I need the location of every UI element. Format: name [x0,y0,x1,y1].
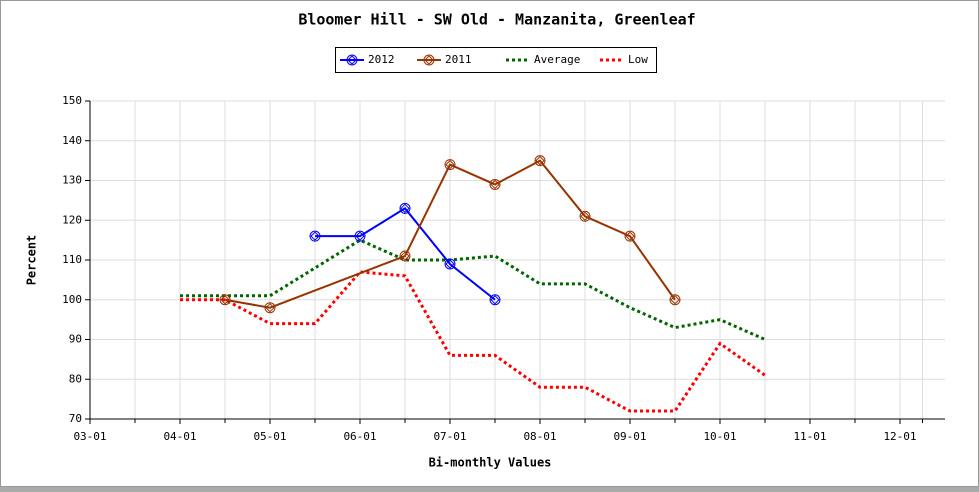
marker-circle [399,250,411,262]
x-axis-label: Bi-monthly Values [429,456,552,470]
legend-marker [423,54,435,66]
marker-diamond [535,155,545,166]
legend-label: 2012 [368,53,395,66]
marker-circle [579,210,591,222]
x-tick-label: 09-01 [613,430,646,443]
marker-diamond [220,295,230,305]
x-tick-label: 10-01 [703,430,736,443]
marker-circle [219,294,231,306]
marker-circle [346,54,358,66]
y-tick-label: 90 [69,333,82,346]
x-tick-label: 08-01 [523,430,556,443]
marker-circle [264,302,276,314]
marker-circle [669,294,681,306]
x-tick-label: 04-01 [163,430,196,443]
point [444,258,456,270]
series-line [180,270,766,413]
marker-diamond [424,55,434,65]
y-tick-label: 100 [62,293,82,306]
legend-marker [346,54,358,66]
x-tick-label: 03-01 [73,430,106,443]
y-axis-label: Percent [25,235,39,286]
marker-circle [399,202,411,214]
marker-circle [489,294,501,306]
y-tick-label: 140 [62,134,82,147]
x-tick-label: 12-01 [883,430,916,443]
marker-diamond [445,259,455,269]
point [489,178,501,190]
marker-diamond [355,231,365,241]
y-tick-label: 80 [69,372,82,385]
bottom-bar [0,487,979,492]
point [444,159,456,171]
marker-circle [624,230,636,242]
marker-diamond [670,295,680,305]
point [354,230,366,242]
series-line [224,159,676,309]
marker-diamond [265,302,275,313]
marker-circle [444,159,456,171]
chart-title: Bloomer Hill - SW Old - Manzanita, Green… [298,11,695,29]
x-tick-label: 07-01 [433,430,466,443]
y-tick-label: 70 [69,412,82,425]
point [309,230,321,242]
point [219,294,231,306]
legend-label: Low [628,53,648,66]
marker-diamond [400,251,410,261]
series-line [180,238,766,341]
x-tick-label: 11-01 [793,430,826,443]
x-tick-label: 06-01 [343,430,376,443]
point [264,302,276,314]
point [489,294,501,306]
marker-diamond [490,295,500,305]
point [399,250,411,262]
y-tick-label: 110 [62,253,82,266]
marker-circle [309,230,321,242]
marker-diamond [400,203,410,214]
x-tick-label: 05-01 [253,430,286,443]
point [534,155,546,167]
y-tick-label: 120 [62,213,82,226]
marker-diamond [580,211,590,221]
marker-diamond [490,179,500,190]
marker-diamond [310,231,320,241]
marker-diamond [625,231,635,241]
marker-circle [534,155,546,167]
legend-label: 2011 [445,53,472,66]
marker-circle [423,54,435,66]
point [579,210,591,222]
marker-diamond [347,55,357,65]
marker-diamond [445,159,455,170]
marker-circle [489,178,501,190]
y-tick-label: 150 [62,94,82,107]
series-line [315,207,496,301]
y-tick-label: 130 [62,174,82,187]
marker-circle [354,230,366,242]
point [624,230,636,242]
point [399,202,411,214]
point [669,294,681,306]
legend-label: Average [534,53,580,66]
marker-circle [444,258,456,270]
